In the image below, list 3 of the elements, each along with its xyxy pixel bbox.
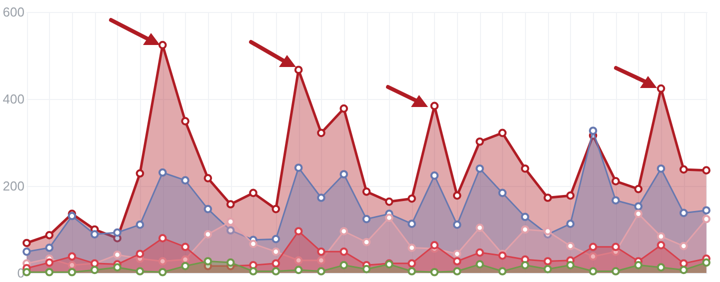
y-tick-label: 400 bbox=[2, 92, 24, 106]
y-tick-label: 600 bbox=[2, 4, 24, 20]
y-tick-label: 200 bbox=[2, 178, 24, 194]
